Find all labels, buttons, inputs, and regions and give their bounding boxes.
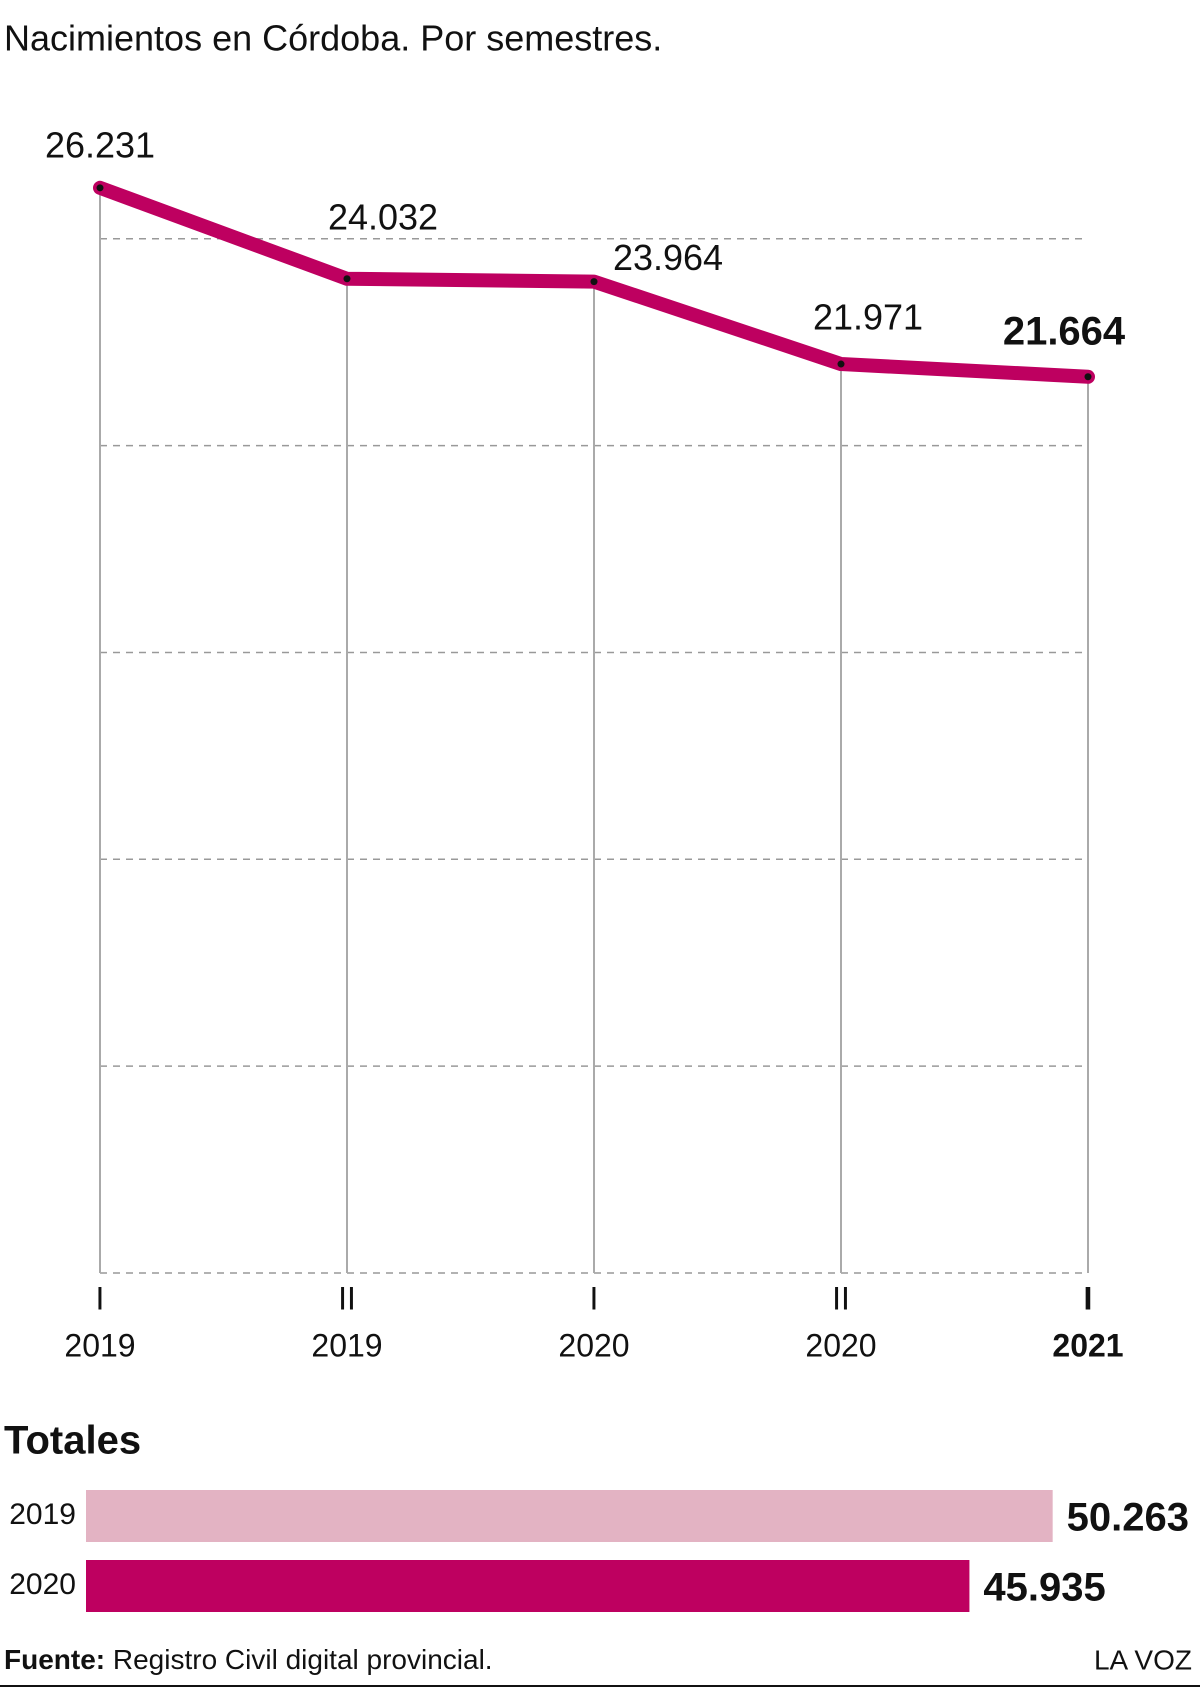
value-label: 26.231	[45, 124, 155, 165]
value-label: 45.935	[983, 1566, 1105, 1610]
bar	[86, 1560, 970, 1612]
x-tick-label: 2019	[311, 1327, 382, 1363]
value-label: 24.032	[328, 196, 438, 237]
point	[96, 184, 104, 192]
value-label: 21.971	[813, 297, 923, 338]
source-text: Registro Civil digital provincial.	[113, 1644, 493, 1675]
value-label: 23.964	[613, 237, 723, 278]
x-tick-label: II	[832, 1280, 850, 1316]
source-label: Fuente:	[4, 1644, 105, 1675]
y-tick-label: 2019	[9, 1498, 76, 1531]
value-label: 21.664	[1003, 309, 1126, 353]
x-tick-label: I	[590, 1280, 599, 1316]
x-tick-label: 2019	[64, 1327, 135, 1363]
x-tick-label: 2020	[558, 1327, 629, 1363]
brand: LA VOZ	[1094, 1644, 1192, 1675]
x-tick-label: I	[96, 1280, 105, 1316]
footer-source: Fuente: Registro Civil digital provincia…	[4, 1644, 493, 1675]
chart-title: Nacimientos en Córdoba. Por semestres.	[4, 18, 662, 59]
value-label: 50.263	[1067, 1496, 1189, 1540]
y-tick-label: 2020	[9, 1568, 76, 1601]
point	[590, 278, 598, 286]
x-tick-label: I	[1084, 1280, 1093, 1316]
point	[837, 360, 845, 368]
point	[343, 275, 351, 283]
section-title: Totales	[4, 1419, 141, 1463]
point	[1084, 373, 1092, 381]
bar	[86, 1490, 1053, 1542]
x-tick-label: 2021	[1052, 1327, 1123, 1363]
x-tick-label: 2020	[805, 1327, 876, 1363]
x-tick-label: II	[338, 1280, 356, 1316]
